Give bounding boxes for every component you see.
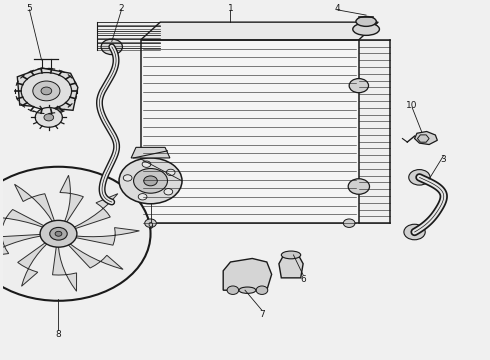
Circle shape [164, 189, 172, 195]
Polygon shape [73, 194, 118, 229]
Circle shape [55, 231, 62, 236]
Polygon shape [415, 131, 437, 144]
Text: 6: 6 [300, 275, 306, 284]
Polygon shape [18, 242, 48, 286]
Circle shape [256, 286, 268, 294]
Circle shape [40, 220, 77, 247]
Circle shape [343, 219, 355, 228]
Circle shape [102, 195, 122, 209]
Circle shape [41, 87, 52, 95]
Polygon shape [0, 210, 45, 228]
Polygon shape [68, 243, 123, 269]
Circle shape [44, 114, 53, 121]
Text: 4: 4 [334, 4, 340, 13]
Ellipse shape [281, 251, 301, 259]
Circle shape [35, 108, 62, 127]
Polygon shape [74, 228, 139, 245]
Circle shape [134, 168, 168, 193]
Circle shape [227, 286, 239, 294]
Ellipse shape [356, 17, 376, 26]
Circle shape [119, 158, 182, 204]
Circle shape [145, 219, 156, 228]
Polygon shape [52, 246, 76, 291]
Text: 2: 2 [119, 4, 124, 13]
Text: 9: 9 [147, 222, 153, 231]
Polygon shape [15, 184, 55, 222]
Text: 3: 3 [441, 155, 446, 164]
Text: 7: 7 [259, 310, 265, 319]
Circle shape [348, 179, 369, 194]
Polygon shape [141, 22, 378, 40]
Circle shape [349, 78, 368, 93]
Text: 5: 5 [26, 4, 32, 13]
Text: 1: 1 [227, 4, 233, 13]
Circle shape [409, 170, 430, 185]
Polygon shape [60, 175, 83, 223]
Polygon shape [417, 135, 429, 142]
Polygon shape [141, 40, 359, 223]
Circle shape [404, 224, 425, 240]
Ellipse shape [239, 287, 256, 293]
Circle shape [0, 167, 150, 301]
Text: 8: 8 [55, 330, 61, 339]
Polygon shape [17, 68, 78, 110]
Circle shape [138, 194, 147, 200]
Polygon shape [279, 255, 303, 278]
Polygon shape [0, 234, 42, 257]
Circle shape [166, 169, 175, 176]
Circle shape [33, 81, 60, 101]
Circle shape [21, 73, 72, 109]
Circle shape [144, 176, 157, 186]
Circle shape [123, 175, 132, 181]
Circle shape [50, 228, 67, 240]
Polygon shape [223, 258, 271, 290]
Text: 10: 10 [406, 100, 418, 109]
Circle shape [142, 161, 151, 167]
Ellipse shape [353, 23, 379, 35]
Circle shape [101, 39, 122, 55]
Polygon shape [131, 147, 170, 158]
